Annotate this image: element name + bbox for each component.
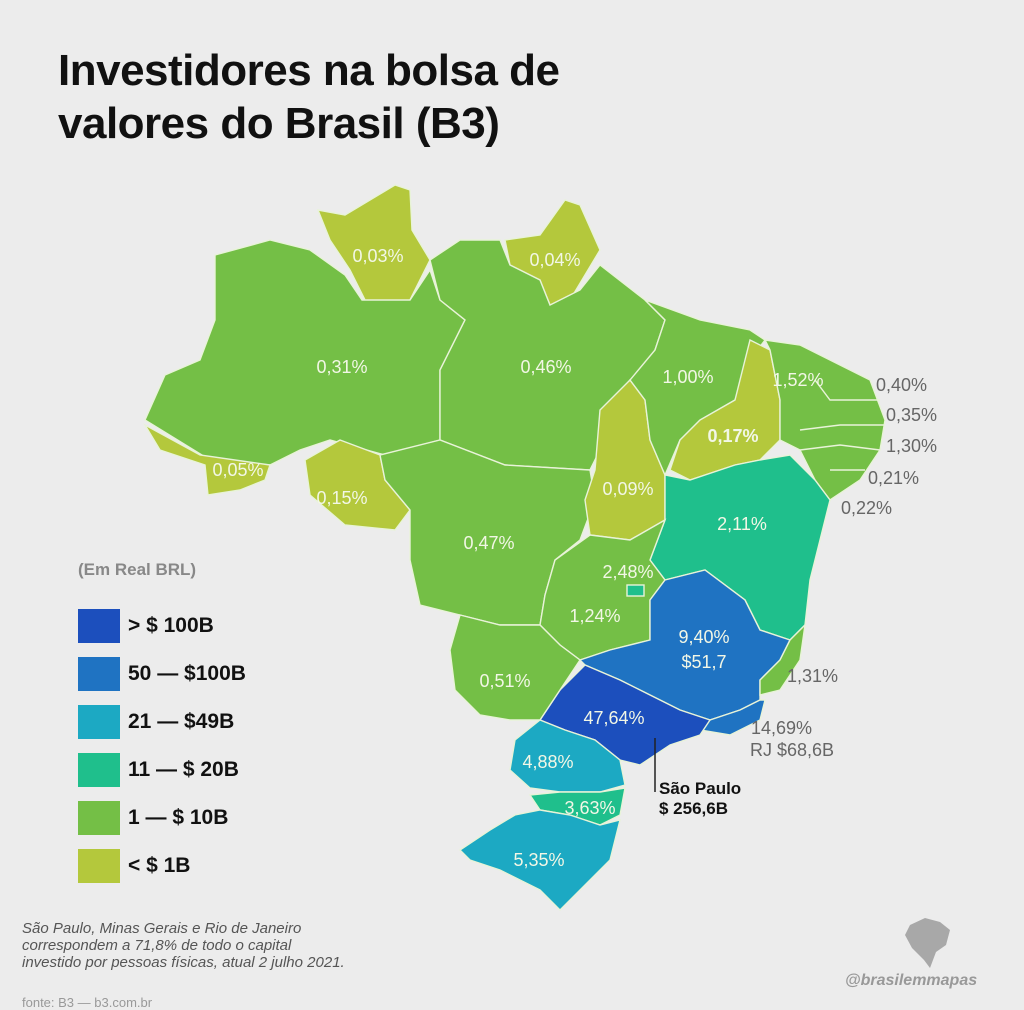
label-rj-pct: 14,69% (751, 718, 812, 738)
legend-item: 50 — $100B (78, 650, 246, 698)
label-es: 1,31% (787, 666, 838, 686)
label-ro: 0,15% (316, 488, 367, 508)
label-am: 0,31% (316, 357, 367, 377)
legend-swatch (78, 705, 120, 739)
legend-swatch (78, 753, 120, 787)
legend-item: 11 — $ 20B (78, 746, 246, 794)
source: fonte: B3 — b3.com.br (22, 995, 153, 1010)
label-pb: 0,35% (886, 405, 937, 425)
state-labels: 0,03% 0,04% 0,31% 0,46% 1,00% 1,52% 0,17… (212, 246, 937, 870)
state-ac (143, 423, 271, 496)
label-mg-val: $51,7 (681, 652, 726, 672)
label-pe: 1,30% (886, 436, 937, 456)
state-ms (449, 614, 581, 721)
label-pi: 0,17% (707, 426, 758, 446)
legend-swatch (78, 609, 120, 643)
legend-item: 1 — $ 10B (78, 794, 246, 842)
label-ce: 1,52% (772, 370, 823, 390)
label-sp-name: São Paulo (659, 779, 741, 798)
legend-label: 1 — $ 10B (128, 806, 229, 829)
label-go: 1,24% (569, 606, 620, 626)
label-sc: 3,63% (564, 798, 615, 818)
social-handle: @brasilemmapas (845, 972, 978, 989)
label-ac: 0,05% (212, 460, 263, 480)
footnote-line: investido por pessoas físicas, atual 2 j… (22, 954, 345, 971)
footnote: São Paulo, Minas Gerais e Rio de Janeiro… (22, 920, 345, 971)
legend-label: 21 — $49B (128, 710, 235, 733)
legend-label: > $ 100B (128, 614, 214, 637)
page-title: Investidores na bolsa de valores do Bras… (58, 44, 560, 150)
legend-item: > $ 100B (78, 602, 246, 650)
label-df: 2,48% (602, 562, 653, 582)
legend-label: 50 — $100B (128, 662, 246, 685)
brand-logo-icon (905, 918, 950, 968)
footnote-line: correspondem a 71,8% de todo o capital (22, 937, 292, 954)
label-mg-pct: 9,40% (678, 627, 729, 647)
states (143, 184, 886, 911)
title-line-2: valores do Brasil (B3) (58, 99, 500, 148)
legend-swatch (78, 801, 120, 835)
label-mt: 0,47% (463, 533, 514, 553)
legend-label: < $ 1B (128, 854, 191, 877)
legend-title: (Em Real BRL) (78, 560, 197, 579)
legend-item: 21 — $49B (78, 698, 246, 746)
label-sp: 47,64% (583, 708, 644, 728)
state-rr (316, 184, 431, 306)
label-sp-val: $ 256,6B (659, 799, 728, 818)
label-ma: 1,00% (662, 367, 713, 387)
legend: (Em Real BRL) > $ 100B 50 — $100B 21 — $… (78, 560, 246, 890)
title-line-1: Investidores na bolsa de (58, 46, 560, 95)
label-rr: 0,03% (352, 246, 403, 266)
footnote-line: São Paulo, Minas Gerais e Rio de Janeiro (22, 920, 302, 937)
legend-swatch (78, 657, 120, 691)
label-al: 0,21% (868, 468, 919, 488)
label-rn: 0,40% (876, 375, 927, 395)
label-pa: 0,46% (520, 357, 571, 377)
legend-swatch (78, 849, 120, 883)
state-rs (458, 809, 621, 911)
state-es (759, 623, 806, 696)
label-ms: 0,51% (479, 671, 530, 691)
label-to: 0,09% (602, 479, 653, 499)
label-ap: 0,04% (529, 250, 580, 270)
label-rj-val: RJ $68,6B (750, 740, 834, 760)
label-pr: 4,88% (522, 752, 573, 772)
state-df (626, 584, 645, 597)
label-ba: 2,11% (717, 514, 767, 534)
label-rs: 5,35% (513, 850, 564, 870)
label-se: 0,22% (841, 498, 892, 518)
legend-label: 11 — $ 20B (128, 758, 239, 781)
legend-item: < $ 1B (78, 842, 246, 890)
